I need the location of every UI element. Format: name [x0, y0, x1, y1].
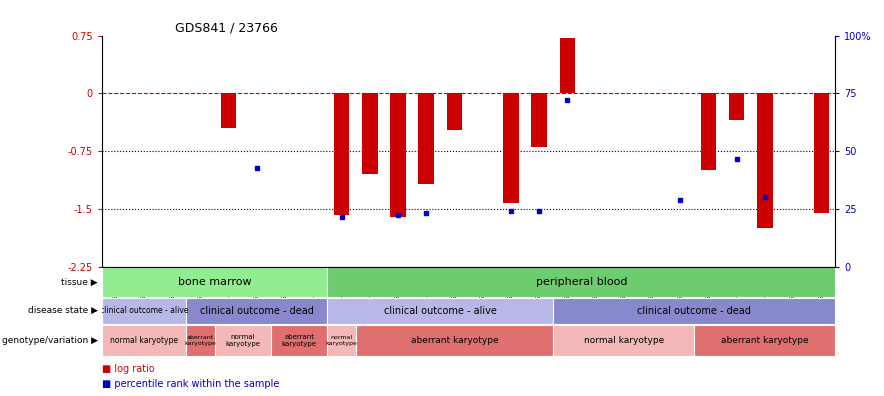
Bar [701, 93, 716, 171]
Text: clinical outcome - alive: clinical outcome - alive [384, 306, 497, 316]
Text: bone marrow: bone marrow [178, 277, 251, 287]
Bar [553, 298, 835, 324]
Bar [446, 93, 462, 130]
Text: normal
karyotype: normal karyotype [225, 334, 260, 347]
Bar [334, 93, 349, 215]
Bar [418, 93, 434, 185]
Bar [271, 325, 327, 356]
Text: clinical outcome - alive: clinical outcome - alive [100, 307, 188, 315]
Bar [362, 93, 377, 174]
Bar [813, 93, 829, 213]
Bar [215, 325, 271, 356]
Bar [327, 325, 355, 356]
Bar [728, 93, 744, 120]
Text: aberrant karyotype: aberrant karyotype [410, 336, 499, 345]
Bar [327, 298, 553, 324]
Bar [560, 38, 575, 93]
Bar [327, 267, 835, 297]
Text: tissue ▶: tissue ▶ [62, 278, 98, 286]
Bar [503, 93, 519, 203]
Text: normal
karyotype: normal karyotype [325, 335, 357, 346]
Text: aberrant
karyotype: aberrant karyotype [185, 335, 217, 346]
Bar [390, 93, 406, 217]
Bar [553, 325, 694, 356]
Text: normal karyotype: normal karyotype [583, 336, 664, 345]
Text: ■ percentile rank within the sample: ■ percentile rank within the sample [102, 379, 279, 389]
Bar [187, 325, 215, 356]
Bar [694, 325, 835, 356]
Text: disease state ▶: disease state ▶ [28, 307, 98, 315]
Text: genotype/variation ▶: genotype/variation ▶ [2, 336, 98, 345]
Bar [102, 267, 327, 297]
Text: clinical outcome - dead: clinical outcome - dead [200, 306, 314, 316]
Text: aberrant karyotype: aberrant karyotype [721, 336, 809, 345]
Text: peripheral blood: peripheral blood [536, 277, 627, 287]
Bar [187, 298, 327, 324]
Text: aberrant
karyotype: aberrant karyotype [282, 334, 316, 347]
Bar [102, 298, 187, 324]
Bar [221, 93, 236, 128]
Bar [531, 93, 547, 147]
Text: GDS841 / 23766: GDS841 / 23766 [175, 21, 278, 34]
Text: ■ log ratio: ■ log ratio [102, 364, 155, 374]
Bar [355, 325, 553, 356]
Bar [757, 93, 773, 228]
Text: clinical outcome - dead: clinical outcome - dead [637, 306, 751, 316]
Bar [102, 325, 187, 356]
Text: normal karyotype: normal karyotype [110, 336, 178, 345]
